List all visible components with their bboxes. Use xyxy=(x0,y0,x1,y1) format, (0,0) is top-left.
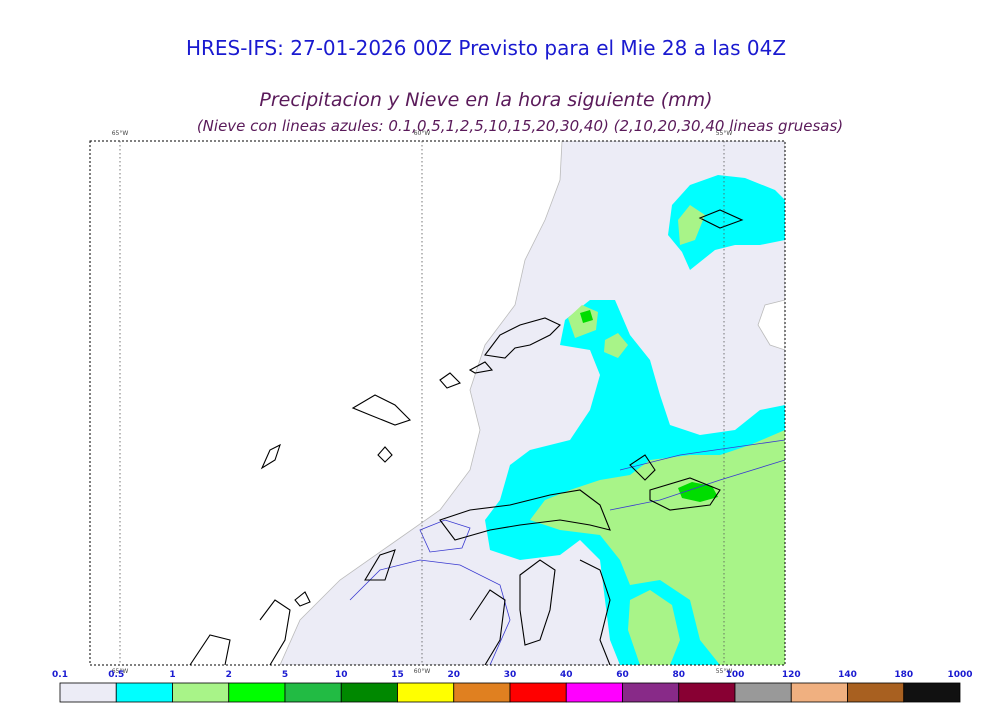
colorbar-label: 0.1 xyxy=(52,670,68,680)
colorbar: 0.1 0.5 1 2 5 10 15 20 30 40 60 80 100 120 140 180 1000 xyxy=(52,670,973,703)
precip-cyan xyxy=(668,175,785,270)
colorbar-swatch xyxy=(790,682,848,703)
map: 65°W 65°W 60°W 60°W 55°W 55°W xyxy=(89,130,786,675)
longitude-label: 60°W xyxy=(414,668,431,675)
colorbar-label: 60 xyxy=(616,670,629,680)
colorbar-label: 15 xyxy=(391,670,404,680)
colorbar-label: 2 xyxy=(226,670,232,680)
colorbar-swatch xyxy=(397,682,455,703)
colorbar-label: 0.5 xyxy=(108,670,124,680)
colorbar-label: 120 xyxy=(782,670,801,680)
colorbar-swatch xyxy=(340,682,398,703)
colorbar-swatch xyxy=(284,682,342,703)
longitude-label: 55°W xyxy=(716,130,733,137)
longitude-label: 55°W xyxy=(716,668,733,675)
colorbar-label: 100 xyxy=(726,670,745,680)
note: (Nieve con lineas azules: 0.1,0.5,1,2,5,… xyxy=(197,117,843,135)
snow-contour xyxy=(349,439,785,665)
colorbar-swatch xyxy=(678,682,736,703)
colorbar-label: 1 xyxy=(169,670,175,680)
colorbar-label: 80 xyxy=(672,670,685,680)
colorbar-label: 30 xyxy=(504,670,517,680)
colorbar-label: 5 xyxy=(282,670,288,680)
subtitle: Precipitacion y Nieve en la hora siguien… xyxy=(259,89,712,111)
longitude-label: 65°W xyxy=(112,668,129,675)
colorbar-label: 20 xyxy=(447,670,460,680)
colorbar-swatch xyxy=(509,682,567,703)
colorbar-label: 1000 xyxy=(947,670,972,680)
colorbar-label: 40 xyxy=(560,670,573,680)
colorbar-swatch xyxy=(115,682,173,703)
colorbar-swatch xyxy=(565,682,623,703)
longitude-label: 65°W xyxy=(112,130,129,137)
longitude-label: 60°W xyxy=(414,130,431,137)
colorbar-swatch xyxy=(172,682,230,703)
precip-light xyxy=(757,299,785,351)
colorbar-swatch xyxy=(453,682,511,703)
colorbar-swatch xyxy=(622,682,680,703)
colorbar-swatch xyxy=(59,682,117,703)
colorbar-label: 180 xyxy=(894,670,913,680)
precip-green xyxy=(530,430,785,665)
colorbar-swatch xyxy=(847,682,905,703)
colorbar-swatch xyxy=(903,682,961,703)
colorbar-swatch xyxy=(228,682,286,703)
colorbar-swatch xyxy=(734,682,792,703)
title: HRES-IFS: 27-01-2026 00Z Previsto para e… xyxy=(186,36,786,60)
coastline xyxy=(189,209,744,665)
colorbar-label: 10 xyxy=(335,670,348,680)
precip-green xyxy=(628,590,680,665)
precip-green xyxy=(678,205,705,245)
colorbar-label: 140 xyxy=(838,670,857,680)
